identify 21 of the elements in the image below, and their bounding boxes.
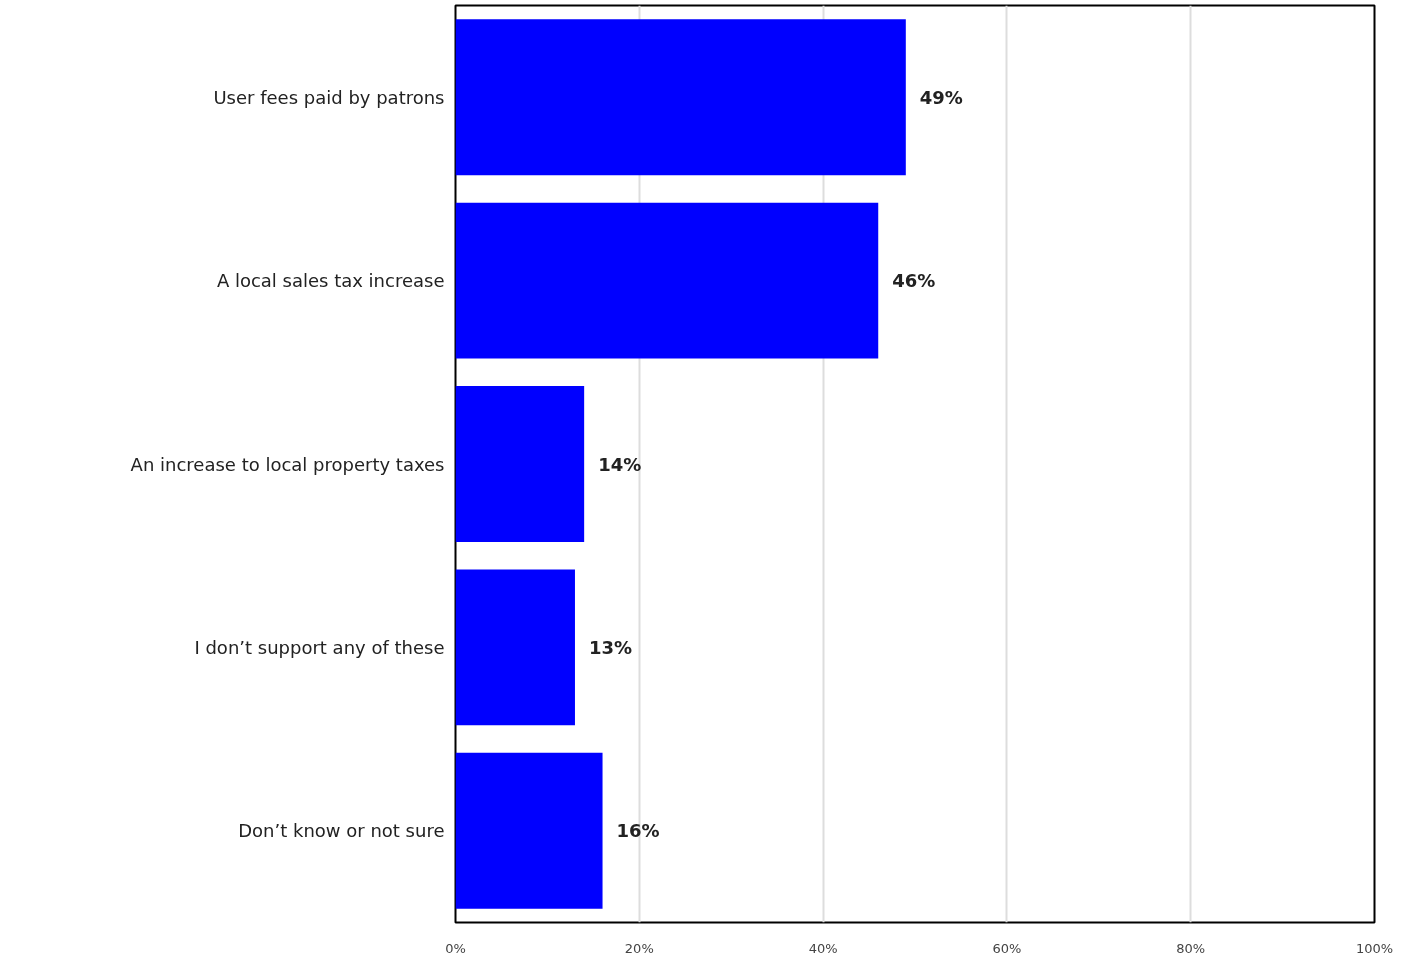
bar [455, 202, 879, 359]
data-label: 14% [598, 453, 642, 475]
bar [455, 752, 603, 909]
y-tick-label: I don’t support any of these [194, 636, 445, 658]
x-tick-label: 0% [445, 940, 466, 956]
data-label: 46% [892, 270, 936, 292]
y-tick-label: User fees paid by patrons [213, 86, 445, 108]
bar [455, 569, 575, 726]
bar [455, 19, 906, 176]
y-tick-label: An increase to local property taxes [130, 453, 445, 475]
x-tick-label: 20% [624, 940, 654, 956]
bar [455, 386, 585, 542]
data-label: 49% [919, 86, 963, 108]
x-tick-label: 40% [808, 940, 838, 956]
data-label: 13% [588, 636, 633, 658]
x-tick-label: 60% [992, 940, 1022, 956]
y-tick-label: A local sales tax increase [216, 270, 445, 292]
x-tick-label: 100% [1355, 940, 1394, 956]
data-label: 16% [616, 820, 660, 842]
y-tick-label: Don’t know or not sure [238, 820, 445, 842]
x-tick-label: 80% [1176, 940, 1206, 956]
